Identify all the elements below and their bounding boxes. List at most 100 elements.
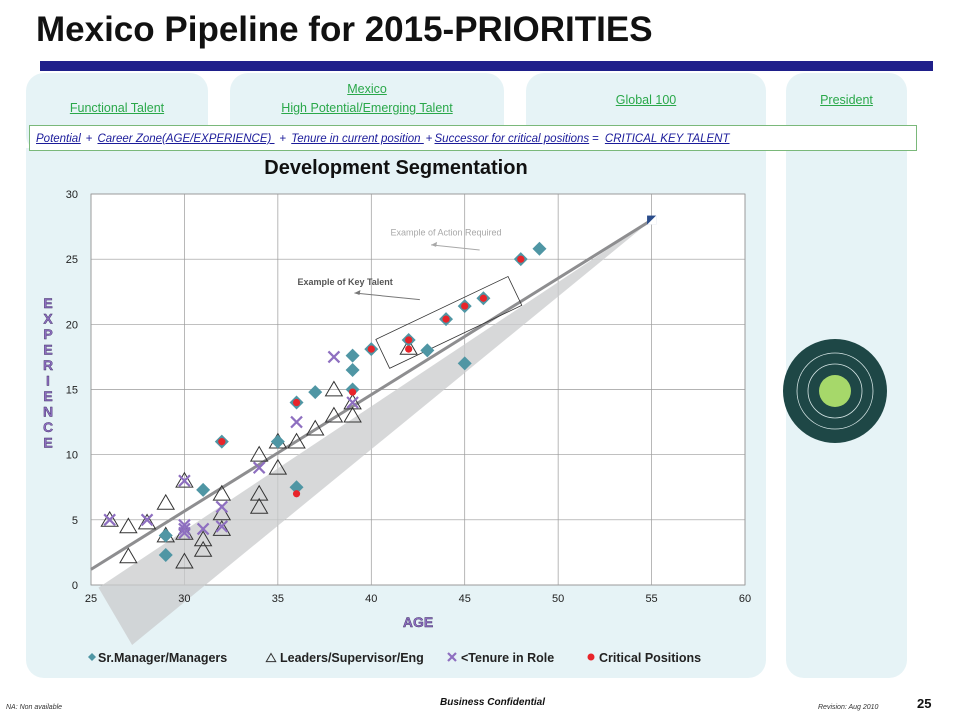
y-tick-label: 30	[66, 189, 78, 201]
formula-result[interactable]: CRITICAL KEY TALENT	[604, 133, 730, 145]
manager-point	[196, 482, 211, 497]
y-tick-label: 5	[72, 515, 78, 527]
critical-point	[218, 438, 226, 446]
tenure-point	[346, 396, 359, 409]
critical-point	[292, 490, 301, 498]
x-axis-label: AGE	[403, 614, 433, 630]
critical-point	[461, 302, 469, 310]
formula-tenure[interactable]: Tenure in current position	[291, 133, 424, 145]
manager-point	[345, 362, 360, 377]
formula-bar: Potential + Career Zone(AGE/EXPERIENCE) + T…	[29, 125, 917, 151]
manager-point	[532, 241, 547, 256]
footer-note: NA: Non available	[6, 704, 63, 711]
page-title: Mexico Pipeline for 2015-PRIORITIES	[36, 10, 653, 49]
critical-point	[405, 345, 413, 353]
tab-global-100[interactable]: Global 100	[615, 93, 677, 107]
data-marks	[100, 215, 657, 569]
leader-point	[324, 380, 344, 397]
manager-point	[158, 528, 173, 543]
leader-point	[343, 393, 362, 410]
y-axis-label-letter: E	[43, 295, 52, 311]
leader-point	[156, 493, 176, 510]
chart-title: Development Segmentation	[264, 157, 527, 179]
manager-point-highlight	[647, 215, 657, 225]
critical-point	[292, 398, 301, 407]
page-number: 25	[917, 696, 932, 711]
x-tick-label: 25	[85, 593, 97, 605]
leader-point	[119, 547, 138, 564]
tenure-point	[215, 500, 229, 514]
leader-point	[268, 458, 288, 475]
legend-tenure: <Tenure in Role	[461, 651, 554, 665]
annotation-key-talent: Example of Key Talent	[297, 277, 392, 287]
y-tick-label: 25	[66, 254, 78, 266]
manager-point	[158, 548, 173, 563]
tab-mexico[interactable]: Mexico	[347, 82, 387, 96]
y-axis-label-letter: E	[43, 342, 52, 358]
tenure-point	[215, 520, 229, 533]
y-axis-label: EXPERIENCE	[43, 295, 54, 451]
formula-plus-3: +	[425, 133, 433, 145]
annotation-arrowhead-key	[354, 290, 361, 296]
y-axis-label-letter: I	[46, 373, 50, 389]
leader-point	[119, 517, 138, 534]
y-tick-label: 15	[66, 385, 78, 397]
y-tick-label: 10	[66, 450, 78, 462]
tenure-point	[252, 461, 266, 474]
title-bar	[40, 61, 933, 71]
formula-successor[interactable]: Successor for critical positions	[434, 133, 590, 145]
annotation-action-required: Example of Action Required	[390, 228, 501, 238]
x-tick-label: 45	[459, 593, 471, 605]
leader-point	[249, 445, 269, 462]
y-axis-label-letter: R	[43, 357, 53, 373]
leader-point	[212, 519, 232, 536]
y-axis-label-letter: C	[43, 419, 53, 435]
formula-plus-1: +	[85, 133, 93, 145]
x-tick-label: 60	[739, 593, 751, 605]
y-tick-label: 0	[72, 580, 78, 592]
chart-legend: Sr.Manager/Managers Leaders/Supervisor/En…	[88, 651, 701, 665]
trend-line	[90, 218, 653, 571]
x-tick-label: 35	[272, 593, 284, 605]
manager-point	[345, 348, 360, 363]
formula-plus-2: +	[279, 133, 287, 145]
annotation-arrow-key	[354, 292, 420, 301]
footer-revision: Revision: Aug 2010	[818, 704, 879, 711]
y-tick-label: 20	[66, 319, 78, 331]
y-axis-label-letter: N	[43, 404, 53, 420]
x-tick-label: 40	[365, 593, 377, 605]
manager-point	[308, 385, 323, 400]
y-axis-label-letter: E	[43, 435, 52, 451]
leader-point	[305, 419, 325, 436]
manager-point	[420, 343, 435, 358]
leader-point	[343, 406, 362, 423]
tab-functional-talent[interactable]: Functional Talent	[69, 101, 165, 115]
leader-point	[175, 552, 194, 569]
footer-confidential: Business Confidential	[440, 697, 546, 708]
legend-leaders: Leaders/Supervisor/Eng	[280, 651, 424, 665]
legend-marker-triangle	[265, 652, 277, 663]
y-axis-label-letter: P	[43, 326, 52, 342]
critical-point	[405, 336, 413, 344]
career-zone-funnel	[98, 220, 652, 645]
formula-career-zone[interactable]: Career Zone(AGE/EXPERIENCE)	[97, 133, 275, 145]
x-tick-label: 55	[645, 593, 657, 605]
y-axis-label-letter: X	[43, 311, 53, 327]
manager-point	[289, 480, 304, 495]
x-tick-label: 30	[178, 593, 190, 605]
tab-high-potential[interactable]: High Potential/Emerging Talent	[281, 101, 453, 115]
critical-point	[479, 294, 487, 302]
legend-marker-cross	[447, 652, 457, 662]
tab-president[interactable]: President	[820, 93, 873, 107]
tenure-point	[178, 522, 191, 536]
y-axis-label-letter: E	[43, 388, 52, 404]
annotation-arrow-action	[431, 244, 480, 251]
manager-point	[457, 356, 472, 371]
leader-point	[193, 530, 213, 547]
critical-point	[367, 345, 375, 353]
critical-point	[517, 255, 525, 263]
tenure-point	[140, 513, 154, 527]
tenure-point	[196, 522, 210, 536]
formula-potential[interactable]: Potential	[36, 133, 81, 145]
